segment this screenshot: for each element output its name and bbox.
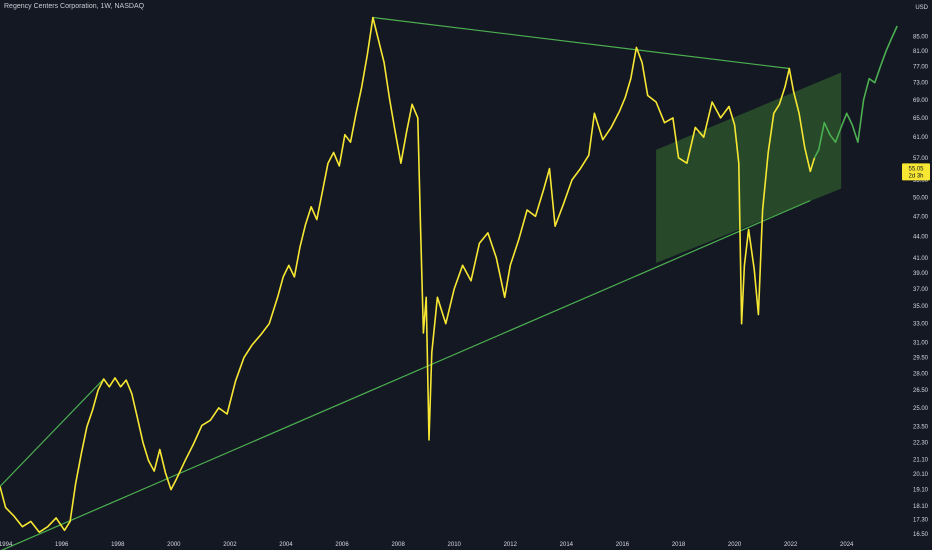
y-tick-label: 23.50 bbox=[913, 425, 929, 431]
x-tick-label: 2024 bbox=[840, 542, 854, 548]
trendline-3 bbox=[372, 16, 790, 70]
y-tick-label: 18.10 bbox=[913, 504, 929, 510]
x-tick-label: 2010 bbox=[448, 542, 462, 548]
y-tick-label: 17.30 bbox=[913, 518, 929, 524]
y-tick-label: 53.00 bbox=[913, 178, 929, 184]
y-tick-label: 21.10 bbox=[913, 457, 929, 463]
y-tick-label: 65.00 bbox=[913, 116, 929, 122]
y-tick-label: 57.00 bbox=[913, 156, 929, 162]
price-badge-value: 55.05 bbox=[908, 166, 924, 172]
trendline-2 bbox=[0, 200, 811, 550]
page-title: Regency Centers Corporation, 1W, NASDAQ bbox=[4, 3, 145, 10]
y-tick-label: 85.00 bbox=[913, 35, 929, 41]
x-tick-label: 2004 bbox=[279, 542, 293, 548]
price-badge-bg bbox=[902, 163, 930, 181]
x-tick-label: 2006 bbox=[335, 542, 349, 548]
y-tick-label: 61.00 bbox=[913, 135, 929, 141]
y-tick-label: 25.00 bbox=[913, 406, 929, 412]
y-tick-label: 81.00 bbox=[913, 49, 929, 55]
x-tick-label: 2022 bbox=[784, 542, 798, 548]
price-series-2 bbox=[813, 25, 898, 159]
x-tick-label: 2014 bbox=[560, 542, 574, 548]
y-tick-label: 39.00 bbox=[913, 271, 929, 277]
x-tick-label: 2012 bbox=[504, 542, 518, 548]
y-tick-label: 37.00 bbox=[913, 287, 929, 293]
y-tick-label: 44.00 bbox=[913, 234, 929, 240]
x-tick-label: 1996 bbox=[55, 542, 69, 548]
y-tick-label: 77.00 bbox=[913, 65, 929, 71]
y-tick-label: 26.50 bbox=[913, 388, 929, 394]
x-tick-label: 2016 bbox=[616, 542, 630, 548]
y-tick-label: 16.50 bbox=[913, 532, 929, 538]
trendline-1 bbox=[0, 378, 105, 487]
channel-fill bbox=[656, 72, 842, 264]
x-tick-label: 1994 bbox=[0, 542, 13, 548]
y-tick-label: 31.00 bbox=[913, 341, 929, 347]
price-series-1 bbox=[0, 16, 816, 533]
x-tick-label: 2020 bbox=[728, 542, 742, 548]
y-tick-label: 20.10 bbox=[913, 472, 929, 478]
y-tick-label: 33.00 bbox=[913, 322, 929, 328]
y-tick-label: 47.00 bbox=[913, 214, 929, 220]
y-tick-label: 29.50 bbox=[913, 356, 929, 362]
x-tick-label: 1998 bbox=[111, 542, 125, 548]
x-tick-label: 2018 bbox=[672, 542, 686, 548]
x-tick-label: 2002 bbox=[223, 542, 237, 548]
y-tick-label: 41.00 bbox=[913, 256, 929, 262]
y-tick-label: 69.00 bbox=[913, 98, 929, 104]
y-tick-label: 19.10 bbox=[913, 488, 929, 494]
y-tick-label: 50.00 bbox=[913, 196, 929, 202]
y-tick-label: 22.30 bbox=[913, 441, 929, 447]
y-tick-label: 35.00 bbox=[913, 304, 929, 310]
currency-label: USD bbox=[915, 5, 928, 11]
x-tick-label: 2008 bbox=[391, 542, 405, 548]
y-tick-label: 73.00 bbox=[913, 81, 929, 87]
y-tick-label: 28.00 bbox=[913, 372, 929, 378]
x-tick-label: 2000 bbox=[167, 542, 181, 548]
price-badge-countdown: 2d 3h bbox=[908, 173, 923, 179]
